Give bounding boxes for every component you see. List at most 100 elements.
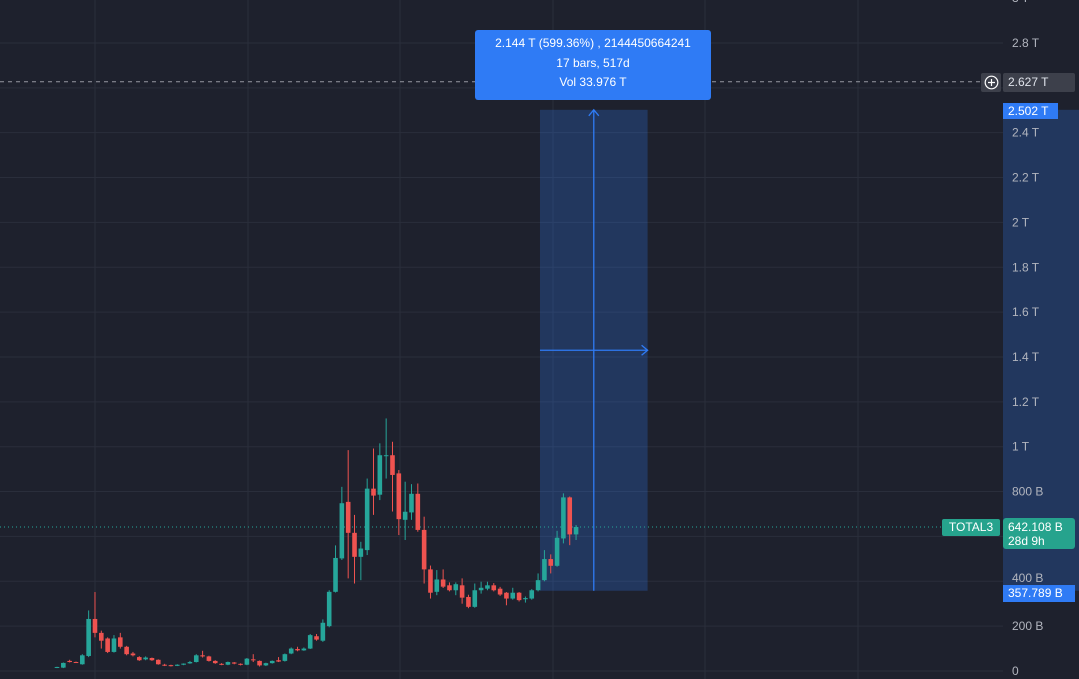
candle-body (193, 655, 199, 663)
candle-body (231, 662, 237, 664)
candle-body (73, 662, 79, 664)
candle-body (307, 635, 313, 649)
candle-body (466, 596, 471, 607)
candle-body (219, 663, 224, 665)
candle (485, 581, 490, 591)
candle-body (478, 587, 484, 591)
candle (402, 481, 408, 541)
candle-body (61, 662, 66, 668)
y-tick-label: 2.4 T (1012, 126, 1040, 140)
candle-body (276, 660, 281, 662)
candle-body (86, 618, 91, 656)
arrow-right-icon (641, 344, 649, 356)
candle (92, 592, 98, 638)
candle-body (174, 664, 180, 666)
candle-body (295, 649, 300, 651)
candle (162, 663, 167, 667)
candle (510, 587, 516, 600)
plus-circle-icon (984, 75, 998, 90)
candle (295, 646, 300, 652)
y-tick-label: 2.8 T (1012, 36, 1040, 50)
last-price-label: 642.108 B 28d 9h (1003, 518, 1075, 549)
candle (523, 596, 528, 603)
candle-body (402, 511, 408, 520)
y-tick-label: 200 B (1012, 619, 1043, 633)
candle-body (573, 526, 579, 535)
add-alert-button[interactable] (981, 73, 1001, 92)
candle-body (459, 585, 465, 598)
candle-body (567, 497, 573, 535)
candle (472, 583, 478, 608)
candle-body (263, 663, 269, 666)
candle-body (238, 663, 243, 665)
candle-body (143, 657, 148, 660)
candle (282, 653, 288, 662)
candle-body (421, 529, 427, 570)
candle (181, 663, 186, 666)
candle-body (181, 663, 186, 665)
candle-body (510, 592, 516, 599)
candle-body (244, 658, 250, 665)
candle-body (320, 622, 326, 641)
candle (371, 448, 376, 515)
candle (409, 484, 414, 520)
candle-body (225, 662, 231, 665)
candle (219, 663, 224, 666)
measure-volume: Vol 33.976 T (559, 75, 627, 89)
candle (320, 619, 326, 642)
y-tick-label: 1.6 T (1012, 305, 1040, 319)
candle-body (554, 537, 560, 566)
candle-body (105, 638, 110, 652)
candle (225, 661, 231, 666)
candle-body (333, 557, 338, 592)
candle-body (396, 473, 402, 520)
candle (212, 660, 218, 664)
candle (390, 441, 395, 512)
candle (288, 647, 294, 655)
candle (516, 592, 522, 602)
candle (250, 654, 256, 663)
candle (421, 516, 427, 584)
candle (364, 478, 370, 556)
y-tick-label: 0 (1012, 664, 1019, 678)
candle (314, 633, 319, 641)
candle-body (257, 660, 262, 666)
candle (307, 633, 313, 650)
candle-body (92, 618, 98, 633)
measure-range[interactable] (539, 108, 649, 591)
candle-body (548, 559, 554, 566)
bar-countdown: 28d 9h (1008, 534, 1045, 548)
candle (105, 637, 110, 654)
candle (136, 656, 142, 661)
price-axis-measure-highlight (1003, 109, 1079, 591)
candle (54, 666, 60, 669)
candle-body (409, 493, 414, 513)
candle (535, 573, 541, 592)
candle (548, 554, 554, 574)
measure-high-label: 2.502 T (1003, 103, 1058, 119)
candle-body (124, 646, 129, 655)
candle (554, 530, 560, 567)
candle-body (269, 660, 275, 664)
y-tick-label: 800 B (1012, 485, 1043, 499)
candle-body (390, 455, 395, 475)
measure-low-label: 357.789 B (1003, 585, 1075, 602)
candle-body (99, 632, 104, 641)
y-tick-label: 1.4 T (1012, 350, 1040, 364)
candle (67, 659, 72, 663)
candle-body (472, 590, 478, 607)
last-price: 642.108 B (1008, 520, 1063, 534)
candle-body (371, 488, 376, 496)
candle-body (453, 584, 459, 591)
y-axis-ticks: 0 200 B 400 B 800 B 1 T 1.2 T 1.4 T 1.6 T 1.8 T 2… (1012, 0, 1043, 678)
candle-body (54, 666, 60, 668)
candle (269, 660, 275, 664)
candle (491, 583, 497, 592)
candle (238, 663, 243, 666)
y-tick-label: 2.2 T (1012, 171, 1040, 185)
candle-body (206, 656, 212, 661)
candle (434, 570, 440, 596)
candles (54, 418, 579, 669)
candle (244, 657, 250, 666)
